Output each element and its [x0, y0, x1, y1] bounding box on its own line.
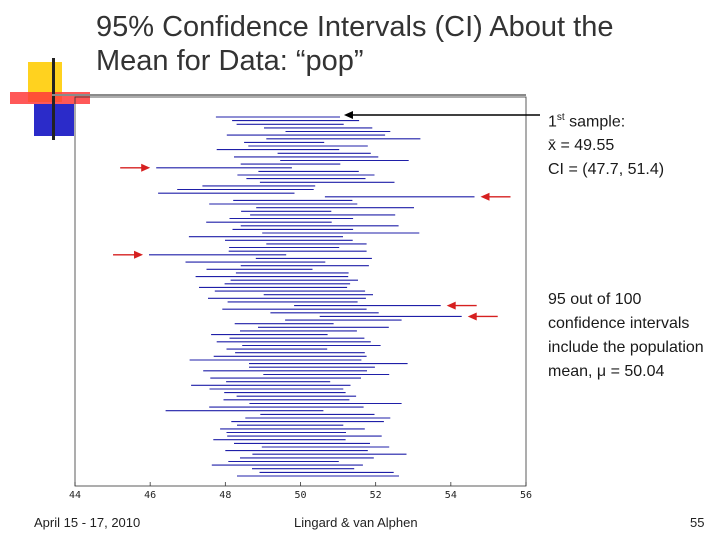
decor-horizontal-line — [52, 94, 526, 96]
miss-arrow-head — [467, 312, 477, 321]
first-sample-ci: CI = (47.7, 51.4) — [548, 161, 665, 179]
coverage-summary: 95 out of 100 confidence intervals inclu… — [548, 291, 704, 380]
miss-arrow-head — [480, 192, 490, 201]
miss-arrow-head — [134, 250, 144, 259]
x-axis-ticks: 44 46 48 50 52 54 56 — [69, 482, 532, 501]
slide-title-line1: 95% Confidence Intervals (CI) About the — [96, 11, 614, 43]
interval-lines — [149, 116, 475, 477]
x-tick-label: 50 — [294, 490, 306, 501]
decor-vertical-line — [52, 58, 55, 140]
page-number: 55 — [690, 515, 705, 530]
first-sample-mean: x̄ = 49.55 — [548, 137, 615, 155]
slide-title-line2: Mean for Data: “pop” — [96, 45, 364, 77]
x-tick-label: 52 — [370, 490, 382, 501]
first-sample-annotation: 1st sample: x̄ = 49.55 CI = (47.7, 51.4) — [548, 106, 664, 182]
first-sample-heading: 1st sample: — [548, 112, 626, 131]
x-tick-label: 48 — [219, 490, 231, 501]
x-tick-label: 54 — [445, 490, 457, 501]
footer-authors: Lingard & van Alphen — [294, 515, 418, 530]
arrow-annotations — [113, 111, 540, 321]
miss-arrow-head — [446, 301, 456, 310]
first-sample-pointer-head — [343, 111, 353, 119]
slide-title: 95% Confidence Intervals (CI) About the … — [96, 10, 706, 78]
x-tick-label: 46 — [144, 490, 156, 501]
x-tick-label: 44 — [69, 490, 81, 501]
miss-arrow-head — [141, 163, 151, 172]
footer-date: April 15 - 17, 2010 — [34, 515, 141, 530]
x-tick-label: 56 — [520, 490, 532, 501]
